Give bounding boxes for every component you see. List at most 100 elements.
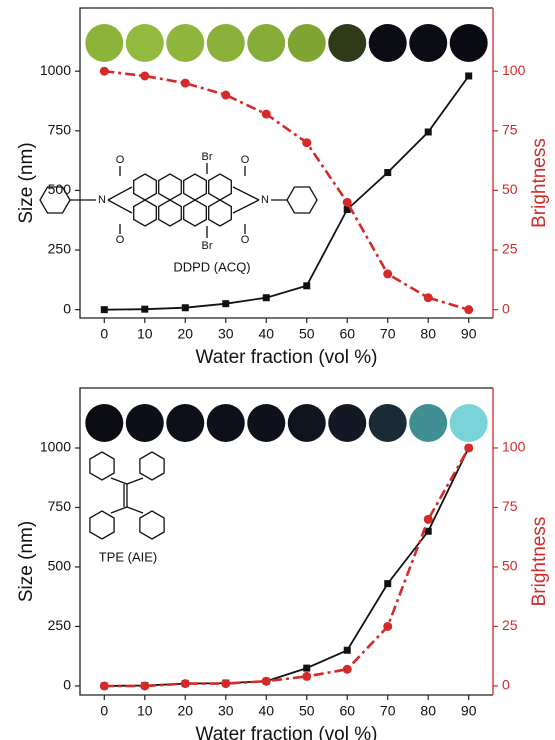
data-point <box>262 294 270 302</box>
ring <box>89 451 115 481</box>
x-tick-label: 80 <box>420 703 436 719</box>
vial-photo <box>247 24 286 62</box>
x-tick-label: 60 <box>339 326 355 342</box>
data-point <box>261 676 271 686</box>
y-tick-label: 500 <box>48 558 72 574</box>
y2-tick-label: 100 <box>502 62 526 78</box>
vial-photo <box>328 24 367 62</box>
tpe-structure <box>89 451 165 540</box>
x-tick-label: 40 <box>258 703 274 719</box>
ring <box>139 510 165 540</box>
atom-label: O <box>116 234 125 246</box>
data-point <box>383 621 393 631</box>
y-axis-label: Size (nm) <box>16 521 37 602</box>
compound-label: DDPD (ACQ) <box>173 259 250 274</box>
ring <box>133 199 157 227</box>
x-tick-label: 40 <box>258 326 274 342</box>
vial-photo <box>449 24 488 62</box>
bond <box>70 163 287 238</box>
data-point <box>303 282 311 290</box>
y-tick-label: 1000 <box>40 439 71 455</box>
data-point <box>384 169 392 177</box>
atom-label: N <box>98 194 106 206</box>
data-point <box>100 306 108 314</box>
x-tick-label: 0 <box>100 703 108 719</box>
y2-tick-label: 75 <box>502 122 518 138</box>
data-point <box>343 646 351 654</box>
y2-tick-label: 50 <box>502 558 518 574</box>
axis-frame <box>79 387 493 696</box>
vial-photo <box>449 404 488 442</box>
x-tick-label: 90 <box>461 703 477 719</box>
data-point <box>99 66 109 76</box>
x-axis-label: Water fraction (vol %) <box>196 347 378 368</box>
vial-photo <box>287 404 326 442</box>
data-point <box>383 269 393 279</box>
atom-label: Br <box>202 240 213 252</box>
y-tick-label: 0 <box>63 677 71 693</box>
x-tick-label: 10 <box>137 326 153 342</box>
y2-axis-label: Brightness <box>529 138 550 228</box>
bond <box>110 477 144 514</box>
vial-photo <box>85 24 124 62</box>
x-tick-label: 50 <box>299 326 315 342</box>
data-point <box>303 664 311 672</box>
data-point <box>423 293 433 303</box>
data-point <box>423 514 433 524</box>
series-line <box>104 69 470 311</box>
vial-photo <box>206 404 245 442</box>
atom-label: Br <box>202 151 213 163</box>
x-tick-label: 20 <box>177 326 193 342</box>
data-point <box>141 305 149 313</box>
x-tick-label: 90 <box>461 326 477 342</box>
data-point <box>261 109 271 119</box>
series-line <box>104 447 470 688</box>
atom-label: O <box>241 154 250 166</box>
x-tick-label: 0 <box>100 326 108 342</box>
y-tick-label: 250 <box>48 241 72 257</box>
x-axis-label: Water fraction (vol %) <box>196 724 378 740</box>
data-point <box>464 443 474 453</box>
y-tick-label: 750 <box>48 498 72 514</box>
x-tick-label: 60 <box>339 703 355 719</box>
x-tick-label: 30 <box>218 703 234 719</box>
data-point <box>343 206 351 213</box>
y-tick-label: 750 <box>48 122 72 138</box>
data-point <box>424 128 432 136</box>
data-point <box>222 300 230 308</box>
ring <box>158 173 182 201</box>
y2-tick-label: 0 <box>502 677 510 693</box>
data-point <box>342 664 352 674</box>
y2-tick-label: 25 <box>502 617 518 633</box>
data-point <box>99 681 109 691</box>
y2-tick-label: 0 <box>502 300 510 316</box>
x-tick-label: 50 <box>299 703 315 719</box>
ring <box>208 173 232 201</box>
vial-photo <box>166 404 205 442</box>
data-point <box>465 72 473 80</box>
x-tick-label: 10 <box>137 703 153 719</box>
data-point <box>464 305 474 315</box>
y-axis-label: Size (nm) <box>16 142 37 223</box>
data-point <box>424 527 432 535</box>
data-point <box>180 78 190 88</box>
data-point <box>221 679 231 689</box>
atom-label: N <box>261 194 269 206</box>
vial-photo <box>166 24 205 62</box>
x-tick-label: 70 <box>380 326 396 342</box>
data-point <box>221 90 231 100</box>
ring <box>183 199 207 227</box>
ring <box>158 199 182 227</box>
ring <box>139 451 165 481</box>
vial-photo <box>368 404 407 442</box>
x-tick-label: 20 <box>177 703 193 719</box>
ring <box>286 186 318 214</box>
x-tick-label: 80 <box>420 326 436 342</box>
y2-tick-label: 25 <box>502 241 518 257</box>
vial-photo <box>409 404 448 442</box>
axis-frame <box>79 7 493 319</box>
data-point <box>302 138 312 148</box>
atom-label: O <box>116 154 125 166</box>
vial-photo <box>287 24 326 62</box>
